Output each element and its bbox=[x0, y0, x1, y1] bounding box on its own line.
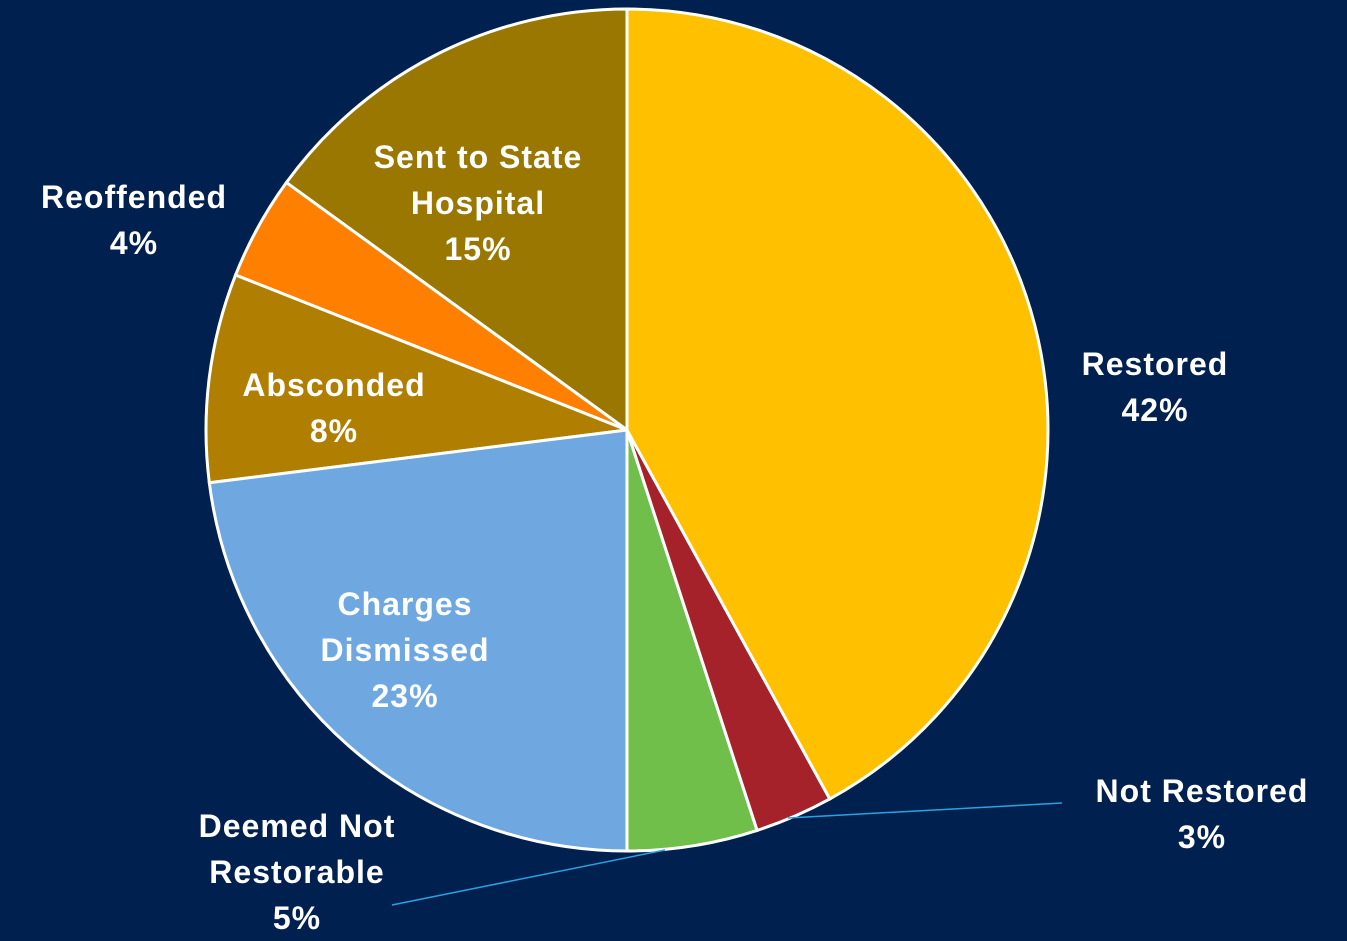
slice-label: Sent to State Hospital 15% bbox=[328, 134, 628, 272]
category-label: Absconded bbox=[242, 367, 426, 403]
category-label: Not Restored bbox=[1095, 773, 1309, 809]
slice-label: Charges Dismissed 23% bbox=[285, 581, 525, 719]
value-label: 4% bbox=[109, 225, 159, 261]
slice-label: Reoffended 4% bbox=[4, 174, 264, 266]
category-label: Charges Dismissed bbox=[320, 586, 490, 668]
slice-label: Not Restored 3% bbox=[1052, 768, 1347, 860]
pie-slice bbox=[204, 273, 628, 485]
pie-slice bbox=[625, 7, 1050, 801]
category-label: Sent to State Hospital bbox=[373, 139, 583, 221]
slice-label: Restored 42% bbox=[1025, 341, 1285, 433]
slice-label: Deemed Not Restorable 5% bbox=[157, 803, 437, 941]
value-label: 23% bbox=[371, 678, 439, 714]
category-label: Reoffended bbox=[41, 179, 227, 215]
value-label: 8% bbox=[309, 413, 359, 449]
leader-line bbox=[391, 849, 666, 906]
value-label: 15% bbox=[444, 231, 512, 267]
pie-slice bbox=[207, 428, 629, 853]
value-label: 42% bbox=[1121, 392, 1189, 428]
slice-label: Absconded 8% bbox=[204, 362, 464, 454]
category-label: Deemed Not Restorable bbox=[198, 808, 396, 890]
pie-slice bbox=[284, 7, 629, 433]
leader-line bbox=[787, 802, 1063, 819]
category-label: Restored bbox=[1081, 346, 1229, 382]
value-label: 3% bbox=[1177, 819, 1227, 855]
value-label: 5% bbox=[272, 900, 322, 936]
